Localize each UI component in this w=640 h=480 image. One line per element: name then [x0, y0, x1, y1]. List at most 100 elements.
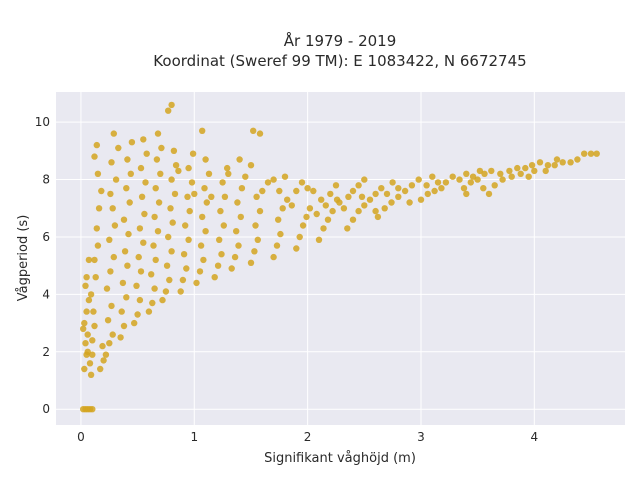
data-point	[83, 274, 90, 281]
data-point	[303, 213, 310, 221]
data-point	[431, 187, 438, 195]
data-point	[111, 222, 119, 229]
data-point	[120, 322, 128, 330]
data-point	[151, 213, 158, 221]
data-point	[82, 282, 89, 289]
data-point	[148, 271, 155, 278]
data-point	[165, 107, 172, 114]
data-point	[231, 253, 239, 261]
data-point	[395, 193, 402, 200]
data-point	[151, 285, 158, 292]
data-point	[200, 256, 207, 264]
data-point	[315, 236, 323, 243]
data-point	[389, 179, 396, 186]
data-point	[288, 202, 295, 209]
data-point	[463, 190, 470, 198]
data-point	[126, 199, 133, 206]
data-point	[460, 185, 468, 192]
data-point	[84, 348, 91, 355]
data-point	[104, 317, 112, 324]
data-point	[92, 274, 99, 281]
data-point	[108, 159, 115, 166]
data-point	[254, 236, 261, 243]
data-point	[125, 230, 132, 238]
data-point	[208, 193, 215, 200]
data-point	[225, 170, 232, 177]
data-point	[142, 179, 149, 186]
data-point	[587, 150, 595, 157]
data-point	[253, 193, 260, 200]
data-point	[137, 164, 145, 172]
data-point	[383, 190, 391, 198]
data-point	[85, 256, 93, 264]
data-point	[284, 196, 291, 203]
data-point	[242, 173, 249, 180]
data-point	[202, 228, 209, 235]
data-point	[320, 225, 327, 232]
data-point	[110, 253, 118, 261]
data-point	[84, 331, 91, 338]
data-point	[277, 230, 284, 238]
data-point	[106, 340, 113, 347]
data-point	[145, 308, 153, 315]
data-point	[186, 207, 193, 215]
data-point	[238, 185, 246, 192]
data-point	[247, 162, 255, 169]
data-point	[87, 291, 95, 298]
data-point	[304, 185, 311, 192]
data-point	[349, 187, 357, 195]
data-point	[110, 130, 118, 137]
data-point	[153, 156, 161, 163]
data-point	[531, 167, 538, 175]
data-point	[438, 185, 445, 192]
data-point	[205, 170, 213, 177]
data-point	[109, 331, 116, 338]
data-point	[134, 311, 141, 318]
data-point	[107, 190, 114, 198]
data-point	[581, 150, 588, 157]
data-point	[203, 199, 210, 206]
data-point	[137, 268, 145, 275]
data-point	[293, 187, 300, 195]
data-point	[296, 233, 303, 241]
data-point	[228, 265, 235, 272]
data-point	[497, 170, 504, 177]
x-tick-label: 2	[304, 430, 312, 444]
data-point	[177, 288, 184, 295]
data-point	[152, 256, 159, 264]
plot-area	[56, 92, 625, 425]
data-points	[80, 101, 600, 413]
data-point	[259, 187, 266, 195]
data-point	[98, 187, 105, 195]
data-point	[236, 156, 243, 163]
data-point	[136, 225, 144, 232]
data-point	[202, 156, 209, 163]
data-point	[106, 236, 113, 243]
data-point	[138, 193, 146, 200]
data-point	[163, 262, 171, 269]
data-point	[372, 207, 379, 215]
data-point	[82, 340, 89, 347]
data-point	[449, 173, 456, 180]
data-point	[197, 242, 205, 249]
data-point	[361, 176, 368, 183]
data-point	[514, 164, 521, 172]
data-point	[491, 182, 498, 189]
data-point	[434, 179, 442, 186]
data-point	[103, 285, 111, 292]
data-point	[108, 302, 115, 310]
data-point	[149, 299, 156, 307]
data-point	[117, 334, 124, 341]
data-point	[488, 167, 495, 175]
data-point	[97, 365, 104, 373]
data-point	[306, 205, 314, 212]
data-point	[95, 205, 103, 212]
data-point	[131, 319, 138, 327]
data-point	[89, 406, 96, 413]
data-point	[281, 173, 289, 180]
data-point	[574, 156, 581, 163]
data-point	[536, 159, 544, 166]
data-point	[374, 213, 382, 221]
data-point	[133, 282, 140, 289]
data-point	[463, 170, 470, 177]
